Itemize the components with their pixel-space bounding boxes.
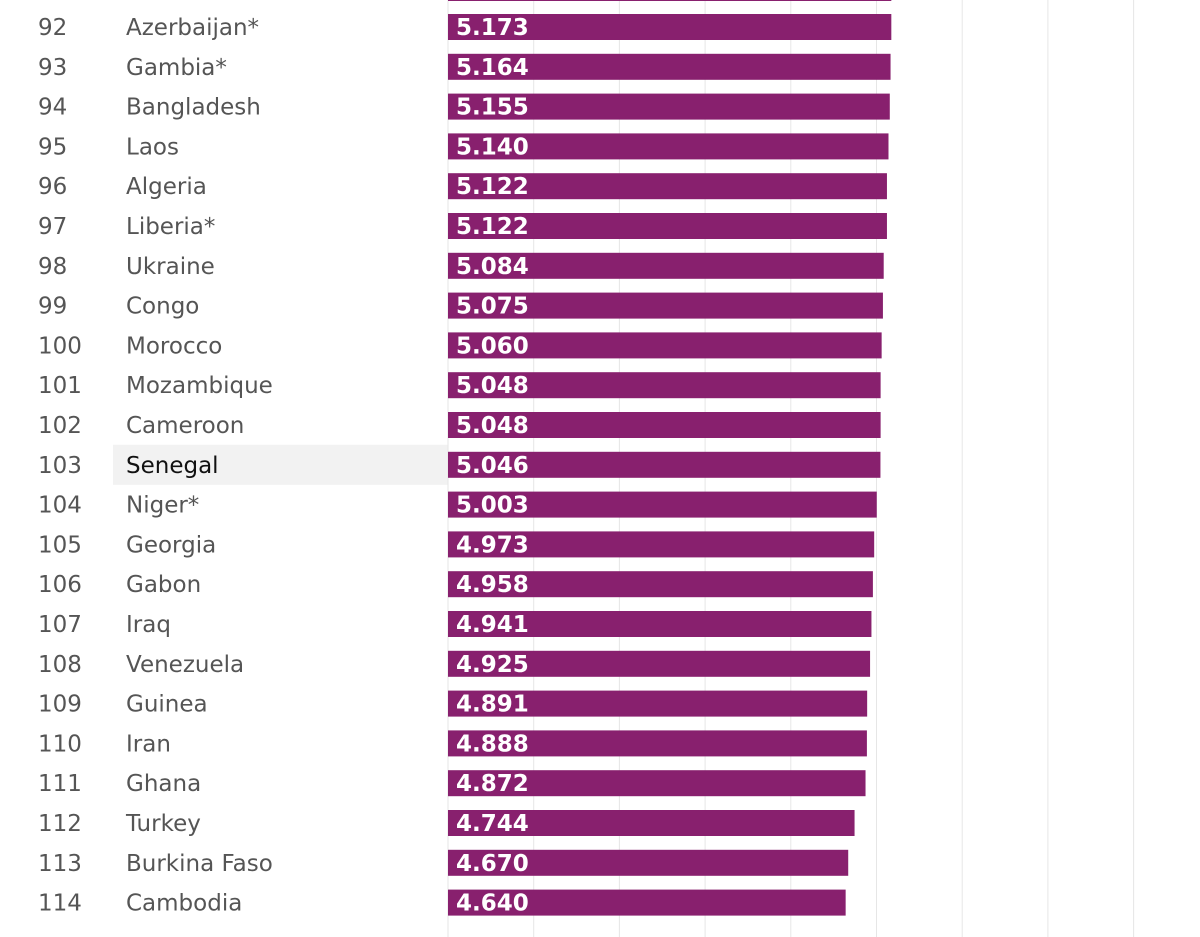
country-label-morocco: Morocco: [126, 333, 222, 359]
country-label-niger: Niger*: [126, 493, 199, 519]
rank-label: 103: [38, 453, 82, 479]
country-label-gabon: Gabon: [126, 572, 201, 598]
country-label-iraq: Iraq: [126, 612, 171, 638]
value-label-azerbaijan: 5.173: [456, 15, 529, 41]
country-label-venezuela: Venezuela: [126, 652, 244, 678]
rank-label: 107: [38, 612, 82, 638]
value-label-cambodia: 4.640: [456, 891, 529, 917]
bar-morocco: [448, 332, 882, 359]
country-label-gambia: Gambia*: [126, 55, 227, 81]
country-label-burkina-faso: Burkina Faso: [126, 851, 273, 877]
bar-laos: [448, 133, 889, 160]
value-label-senegal: 5.046: [456, 453, 529, 479]
rank-label: 110: [38, 731, 82, 757]
rank-label: 113: [38, 851, 82, 877]
country-label-mozambique: Mozambique: [126, 373, 273, 399]
value-label-ghana: 4.872: [456, 771, 529, 797]
country-label-georgia: Georgia: [126, 532, 216, 558]
bar-fragment-top: [448, 0, 892, 1]
value-label-guinea: 4.891: [456, 692, 529, 718]
bar-azerbaijan: [448, 14, 892, 40]
rank-label: 100: [38, 333, 82, 359]
rank-label: 99: [38, 294, 67, 320]
rank-label: 97: [38, 214, 67, 240]
highlight-row-senegal: [113, 444, 448, 485]
rank-label: 98: [38, 254, 67, 280]
value-label-venezuela: 4.925: [456, 652, 529, 678]
country-label-liberia: Liberia*: [126, 214, 215, 240]
country-label-bangladesh: Bangladesh: [126, 95, 261, 121]
country-label-congo: Congo: [126, 294, 199, 320]
bar-georgia: [448, 531, 875, 558]
value-label-morocco: 5.060: [456, 333, 529, 359]
value-label-gambia: 5.164: [456, 55, 529, 81]
value-label-liberia: 5.122: [456, 214, 529, 240]
bars: [448, 0, 892, 916]
bar-niger: [448, 491, 877, 518]
rank-label: 94: [38, 95, 67, 121]
bar-gambia: [448, 53, 891, 80]
rank-label: 108: [38, 652, 82, 678]
country-label-cameroon: Cameroon: [126, 413, 244, 439]
country-label-ukraine: Ukraine: [126, 254, 215, 280]
bar-burkina-faso: [448, 849, 849, 876]
bar-algeria: [448, 173, 887, 200]
rank-label: 112: [38, 811, 82, 837]
value-label-iran: 4.888: [456, 731, 529, 757]
highlight-layer: [113, 444, 448, 485]
bar-ghana: [448, 770, 866, 797]
rank-label: 109: [38, 692, 82, 718]
country-label-iran: Iran: [126, 731, 171, 757]
rank-label: 102: [38, 413, 82, 439]
rank-label: 114: [38, 891, 82, 917]
bar-gabon: [448, 571, 873, 598]
country-label-algeria: Algeria: [126, 174, 207, 200]
bar-cambodia: [448, 889, 846, 916]
rank-label: 96: [38, 174, 67, 200]
bar-guinea: [448, 690, 868, 717]
bar-ukraine: [448, 252, 884, 279]
bar-turkey: [448, 810, 855, 836]
value-label-congo: 5.075: [456, 294, 529, 320]
bar-congo: [448, 292, 883, 319]
rank-label: 105: [38, 532, 82, 558]
rank-label: 93: [38, 55, 67, 81]
country-label-guinea: Guinea: [126, 692, 208, 718]
country-label-laos: Laos: [126, 134, 179, 160]
value-label-iraq: 4.941: [456, 612, 529, 638]
bar-senegal: [448, 451, 881, 478]
bar-iraq: [448, 611, 872, 637]
value-label-cameroon: 5.048: [456, 413, 529, 439]
value-label-gabon: 4.958: [456, 572, 529, 598]
rank-label: 95: [38, 134, 67, 160]
rank-label: 104: [38, 493, 82, 519]
value-label-mozambique: 5.048: [456, 373, 529, 399]
bar-liberia: [448, 213, 887, 239]
value-label-niger: 5.003: [456, 493, 529, 519]
country-label-turkey: Turkey: [125, 811, 201, 837]
labels: 92 Azerbaijan* 5.173 93 Gambia* 5.164 94 Bangla…: [38, 15, 529, 917]
country-label-cambodia: Cambodia: [126, 891, 242, 917]
country-label-azerbaijan: Azerbaijan*: [126, 15, 259, 41]
value-label-burkina-faso: 4.670: [456, 851, 529, 877]
rank-label: 92: [38, 15, 67, 41]
bar-cameroon: [448, 412, 881, 438]
rank-label: 111: [38, 771, 82, 797]
value-label-laos: 5.140: [456, 134, 529, 160]
bar-venezuela: [448, 650, 871, 677]
rank-label: 106: [38, 572, 82, 598]
value-label-algeria: 5.122: [456, 174, 529, 200]
bar-bangladesh: [448, 93, 890, 120]
country-label-senegal: Senegal: [126, 453, 219, 479]
value-label-bangladesh: 5.155: [456, 95, 529, 121]
bar-iran: [448, 730, 867, 757]
country-label-ghana: Ghana: [126, 771, 201, 797]
bar-mozambique: [448, 372, 881, 399]
value-label-ukraine: 5.084: [456, 254, 529, 280]
value-label-georgia: 4.973: [456, 532, 529, 558]
rank-label: 101: [38, 373, 82, 399]
value-label-turkey: 4.744: [456, 811, 529, 837]
